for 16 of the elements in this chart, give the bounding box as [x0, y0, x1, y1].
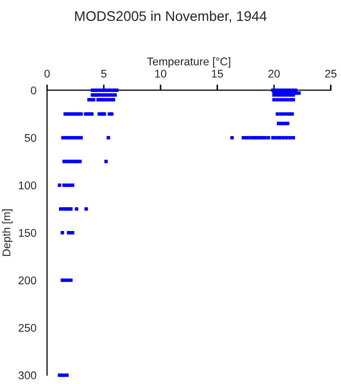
y-tick-label: 150: [18, 228, 36, 237]
y-tick-label: 200: [18, 276, 36, 284]
y-tick-label: 100: [18, 181, 36, 190]
chart-title: MODS2005 in November, 1944: [75, 10, 267, 23]
x-axis-title: Temperature [°C]: [147, 57, 230, 68]
y-tick-label: 300: [18, 371, 36, 380]
x-tick-label: 15: [212, 70, 223, 78]
x-tick-label: 25: [325, 70, 336, 78]
x-tick-label: 5: [101, 70, 106, 78]
y-tick-label: 250: [18, 324, 36, 332]
y-tick-label: 0: [30, 86, 36, 94]
y-axis-title: Depth [m]: [2, 209, 13, 256]
x-tick-label: 10: [155, 70, 166, 78]
y-tick-label: 50: [24, 134, 36, 142]
x-tick-label: 0: [44, 70, 50, 78]
x-tick-label: 20: [268, 70, 280, 78]
